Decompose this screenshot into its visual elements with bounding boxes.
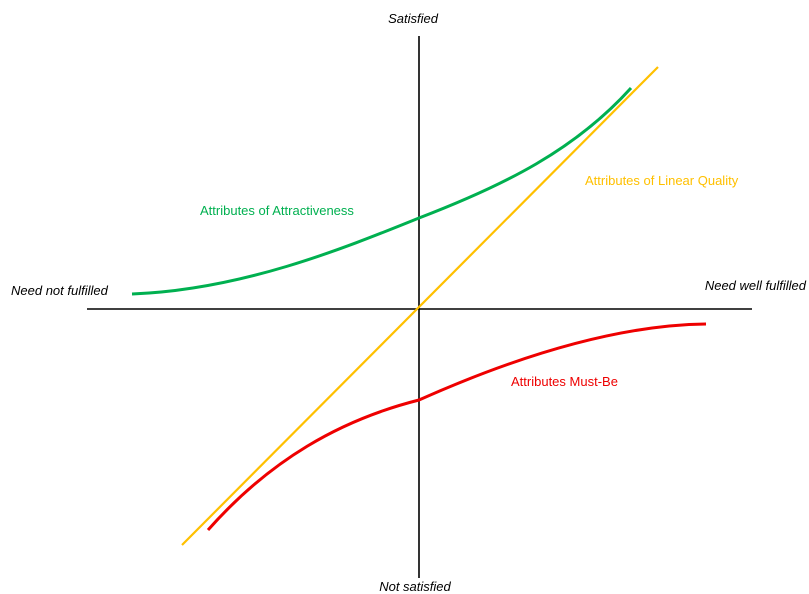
- linear-quality-line: [181, 66, 659, 546]
- axis-label-left: Need not fulfilled: [11, 283, 109, 298]
- must-be-label: Attributes Must-Be: [511, 374, 618, 389]
- linear-quality-label: Attributes of Linear Quality: [585, 173, 739, 188]
- axis-label-bottom: Not satisfied: [379, 579, 451, 594]
- axis-label-top: Satisfied: [388, 11, 439, 26]
- attractiveness-label: Attributes of Attractiveness: [200, 203, 354, 218]
- must-be-curve: [206, 322, 707, 531]
- attractiveness-curve: [131, 86, 633, 296]
- axis-label-right: Need well fulfilled: [705, 278, 807, 293]
